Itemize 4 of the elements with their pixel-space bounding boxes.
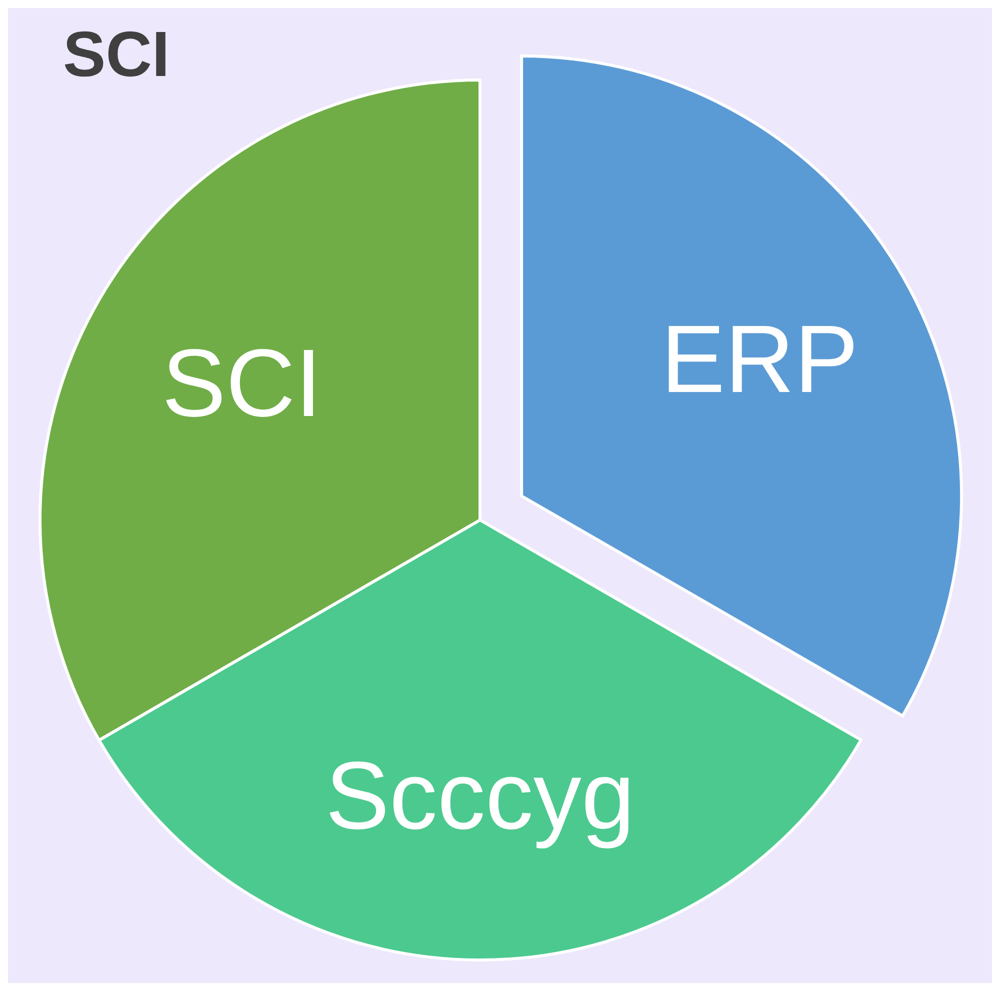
slice-label: SCI — [162, 330, 322, 438]
slice-label: ERP — [661, 306, 858, 414]
chart-title: SCI — [63, 18, 170, 90]
slice-label: Scccyg — [325, 742, 635, 850]
